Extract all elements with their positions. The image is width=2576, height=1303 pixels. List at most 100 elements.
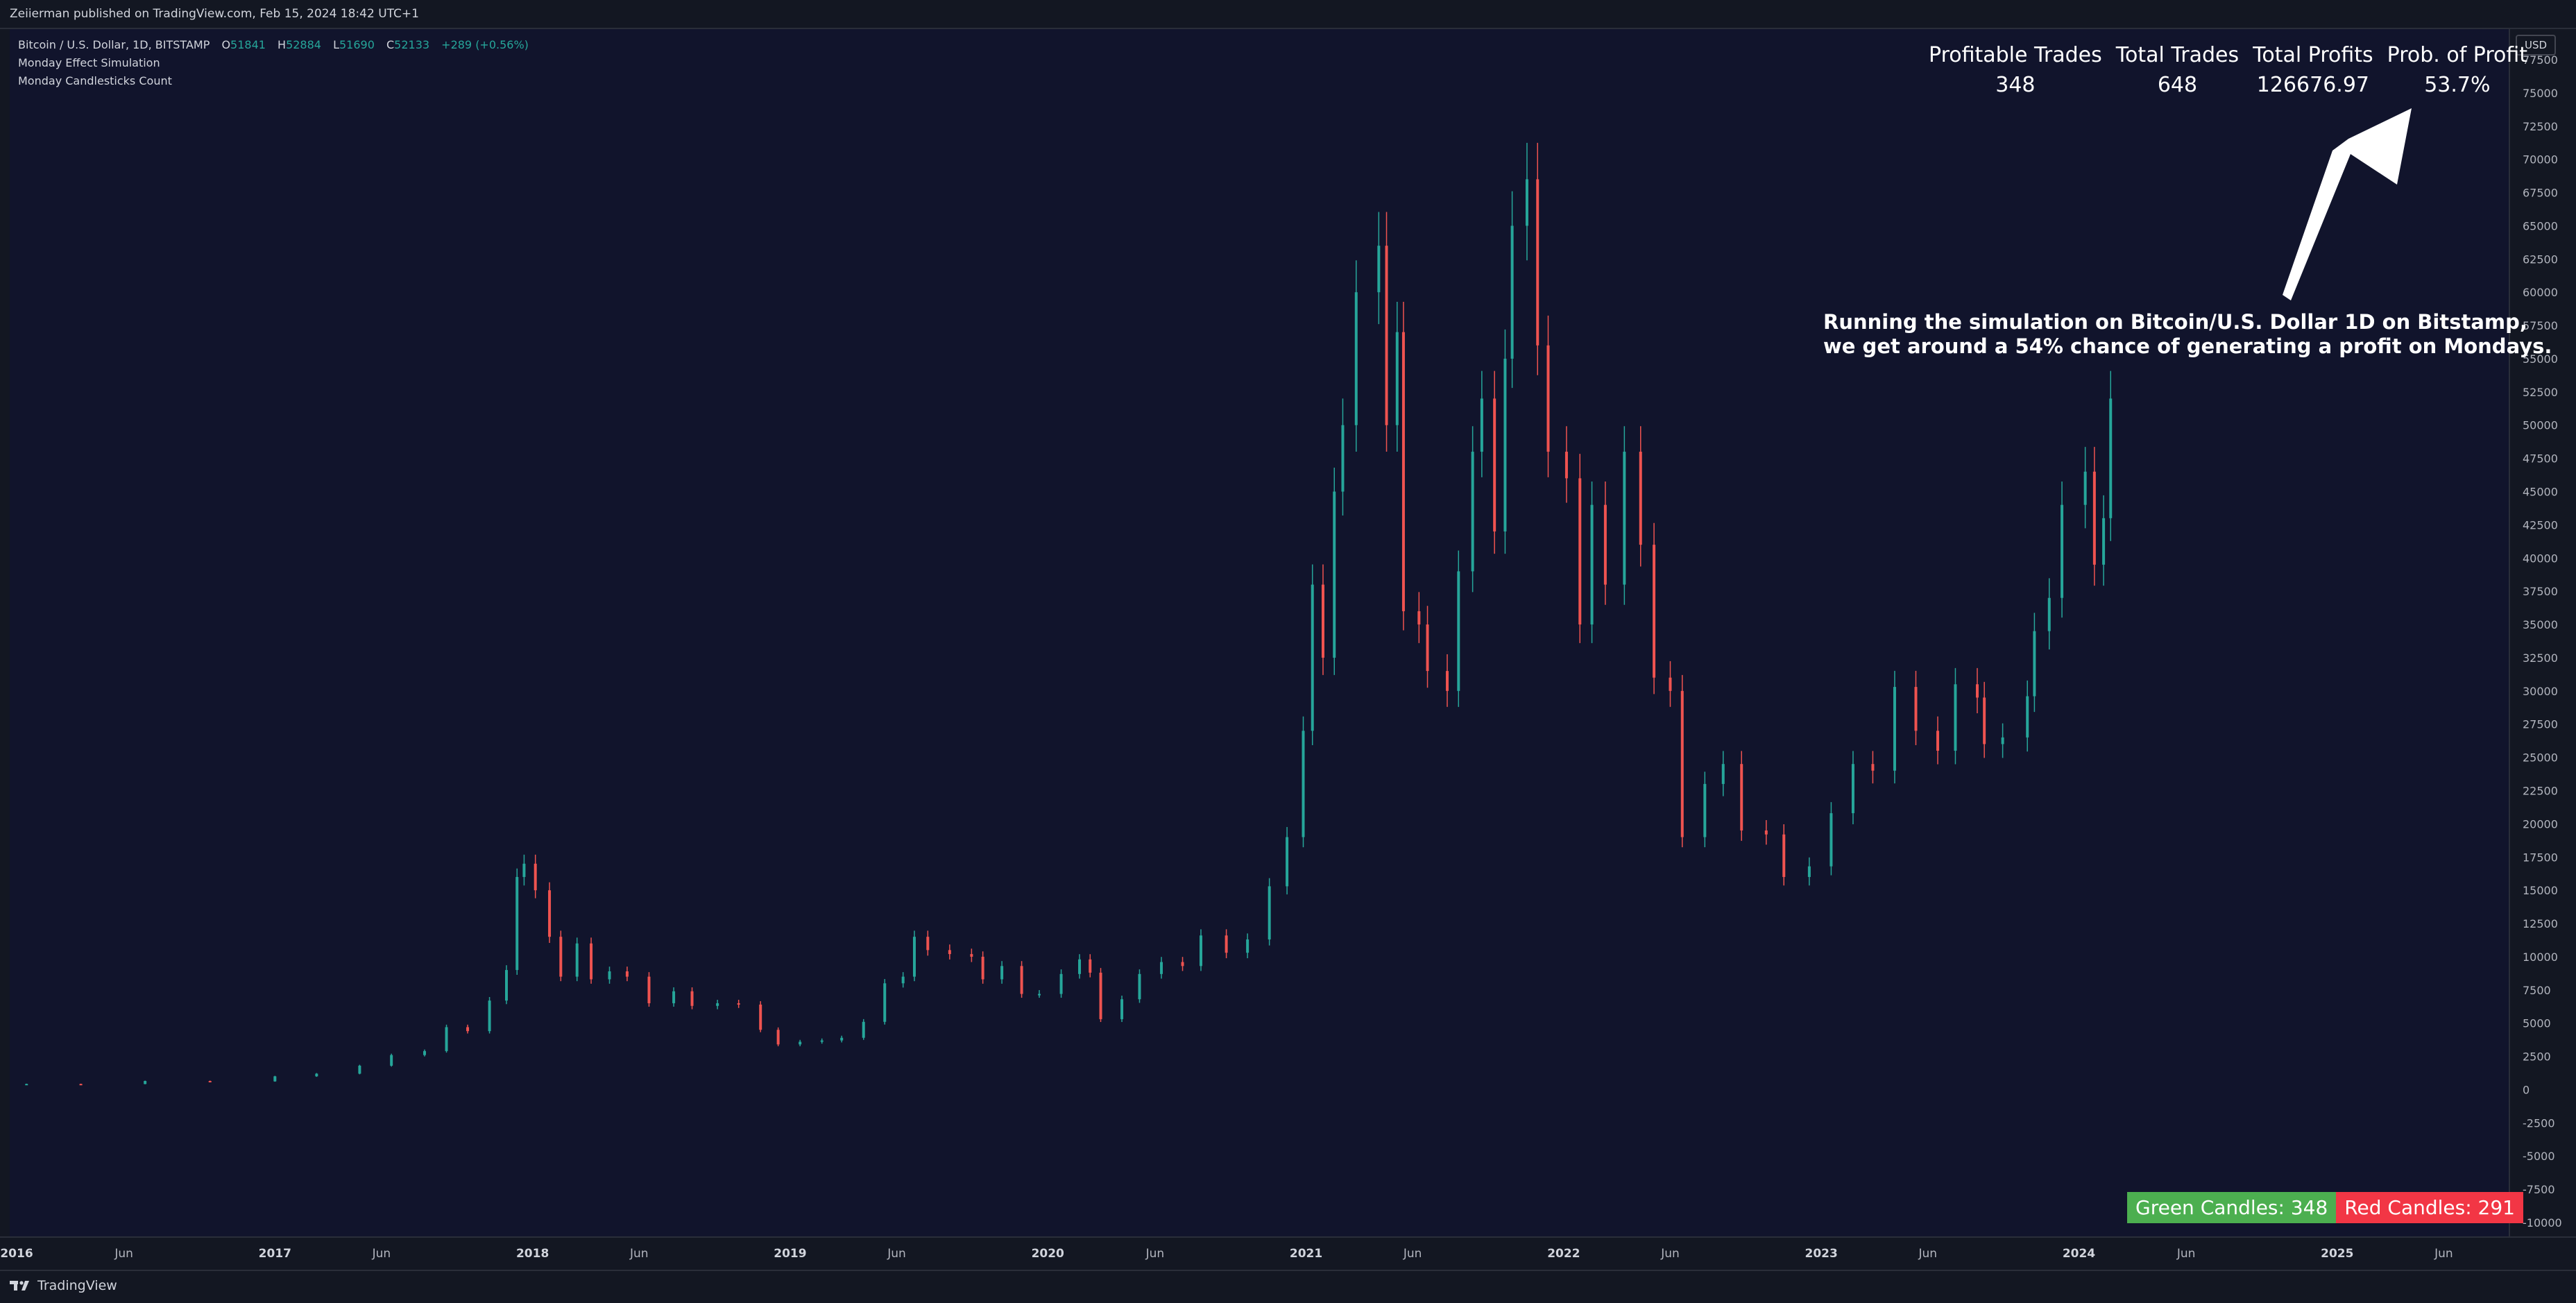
currency-badge[interactable]: USD bbox=[2516, 35, 2556, 56]
candle-body bbox=[423, 1050, 426, 1055]
y-tick-label: 77500 bbox=[2523, 53, 2558, 67]
candle-body bbox=[1829, 813, 1833, 867]
candle-body bbox=[1000, 966, 1004, 980]
y-tick-label: 0 bbox=[2523, 1083, 2530, 1096]
candle-body bbox=[1120, 999, 1124, 1019]
candle-body bbox=[1564, 452, 1568, 479]
y-tick-label: 32500 bbox=[2523, 652, 2558, 665]
candle-body bbox=[1893, 687, 1896, 771]
candle-body bbox=[390, 1055, 393, 1066]
candle-body bbox=[2083, 471, 2087, 505]
candle-body bbox=[981, 956, 984, 980]
candle-body bbox=[912, 937, 916, 977]
candle-body bbox=[1395, 332, 1399, 425]
candle-body bbox=[358, 1065, 361, 1074]
candle-body bbox=[1653, 545, 1656, 678]
candle-body bbox=[1246, 939, 1249, 953]
y-tick-label: 62500 bbox=[2523, 253, 2558, 266]
y-tick-label: 40000 bbox=[2523, 552, 2558, 565]
candle-body bbox=[1457, 571, 1460, 691]
candle-body bbox=[1199, 935, 1202, 966]
candle-body bbox=[1333, 491, 1336, 658]
candle-body bbox=[315, 1073, 318, 1077]
open-value: 51841 bbox=[230, 38, 266, 51]
candle-body bbox=[1603, 504, 1607, 585]
price-axis[interactable] bbox=[2509, 29, 2576, 1236]
candle-body bbox=[1954, 684, 1957, 751]
candle-body bbox=[759, 1004, 762, 1030]
candle-body bbox=[559, 937, 563, 977]
red-candles-badge: Red Candles: 291 bbox=[2336, 1192, 2523, 1223]
candle-body bbox=[466, 1027, 470, 1032]
candle-body bbox=[1975, 684, 1979, 698]
candle-body bbox=[901, 976, 905, 984]
candle-body bbox=[776, 1030, 780, 1045]
candle-body bbox=[1446, 671, 1449, 691]
footer-bar: TradingView bbox=[0, 1270, 2576, 1303]
candle-body bbox=[1268, 886, 1271, 940]
candle-body bbox=[2092, 471, 2096, 565]
candle-body bbox=[25, 1084, 28, 1086]
symbol-line[interactable]: Bitcoin / U.S. Dollar, 1D, BITSTAMP O518… bbox=[18, 36, 529, 54]
chart-pane[interactable] bbox=[10, 29, 2509, 1236]
y-tick-label: 37500 bbox=[2523, 585, 2558, 598]
candle-body bbox=[799, 1041, 802, 1045]
y-tick-label: 30000 bbox=[2523, 685, 2558, 698]
stats-header-total-profits: Total Profits bbox=[2253, 43, 2373, 67]
candle-body bbox=[1721, 764, 1725, 784]
candle-body bbox=[1302, 731, 1305, 837]
candle-body bbox=[2026, 696, 2029, 738]
candle-body bbox=[883, 983, 887, 1022]
candle-body bbox=[1764, 830, 1768, 835]
open-label: O bbox=[221, 38, 231, 51]
y-tick-label: 72500 bbox=[2523, 120, 2558, 133]
candle-body bbox=[1983, 697, 1986, 744]
candle-body bbox=[1740, 764, 1743, 831]
candle-body bbox=[1401, 332, 1405, 611]
high-label: H bbox=[278, 38, 287, 51]
candle-body bbox=[1160, 962, 1163, 974]
y-tick-label: 7500 bbox=[2523, 984, 2551, 997]
candle-body bbox=[1286, 837, 1289, 887]
x-tick-label: 2019 bbox=[774, 1247, 806, 1261]
x-tick-label: 2018 bbox=[516, 1247, 549, 1261]
y-tick-label: 17500 bbox=[2523, 851, 2558, 864]
stats-header-prob: Prob. of Profit bbox=[2387, 43, 2528, 67]
candle-body bbox=[575, 943, 579, 977]
indicator-monday-count[interactable]: Monday Candlesticks Count bbox=[18, 74, 172, 87]
candle-body bbox=[1525, 179, 1528, 226]
time-axis[interactable] bbox=[0, 1236, 2576, 1270]
candle-body bbox=[1099, 972, 1102, 1019]
candle-body bbox=[1493, 398, 1496, 531]
candle-body bbox=[504, 970, 508, 1001]
y-tick-label: 27500 bbox=[2523, 718, 2558, 731]
candle-body bbox=[2102, 518, 2106, 565]
candle-body bbox=[1623, 452, 1626, 585]
candle-body bbox=[1669, 677, 1672, 691]
low-label: L bbox=[333, 38, 339, 51]
candle-body bbox=[273, 1076, 277, 1082]
tradingview-logo[interactable]: TradingView bbox=[10, 1278, 117, 1293]
y-tick-label: 42500 bbox=[2523, 518, 2558, 531]
candle-body bbox=[1851, 764, 1854, 814]
stats-value-prob: 53.7% bbox=[2424, 73, 2491, 97]
x-tick-label: 2021 bbox=[1290, 1247, 1322, 1261]
candle-body bbox=[840, 1037, 844, 1041]
candle-body bbox=[2061, 504, 2064, 598]
x-tick-label: Jun bbox=[629, 1247, 649, 1261]
annotation-text: Running the simulation on Bitcoin/U.S. D… bbox=[1823, 310, 2552, 359]
candle-body bbox=[970, 954, 973, 957]
x-tick-label: Jun bbox=[887, 1247, 906, 1261]
indicator-monday-effect[interactable]: Monday Effect Simulation bbox=[18, 56, 160, 69]
candle-body bbox=[1385, 246, 1388, 425]
x-tick-label: Jun bbox=[1660, 1247, 1680, 1261]
y-tick-label: 2500 bbox=[2523, 1050, 2551, 1064]
x-tick-label: 2020 bbox=[1032, 1247, 1064, 1261]
stats-header-total-trades: Total Trades bbox=[2115, 43, 2240, 67]
candle-body bbox=[1020, 966, 1023, 994]
candle-body bbox=[737, 1003, 740, 1005]
candle-body bbox=[1871, 764, 1875, 771]
high-value: 52884 bbox=[286, 38, 321, 51]
candle-body bbox=[647, 976, 651, 1003]
annotation-line-1: Running the simulation on Bitcoin/U.S. D… bbox=[1823, 310, 2527, 334]
